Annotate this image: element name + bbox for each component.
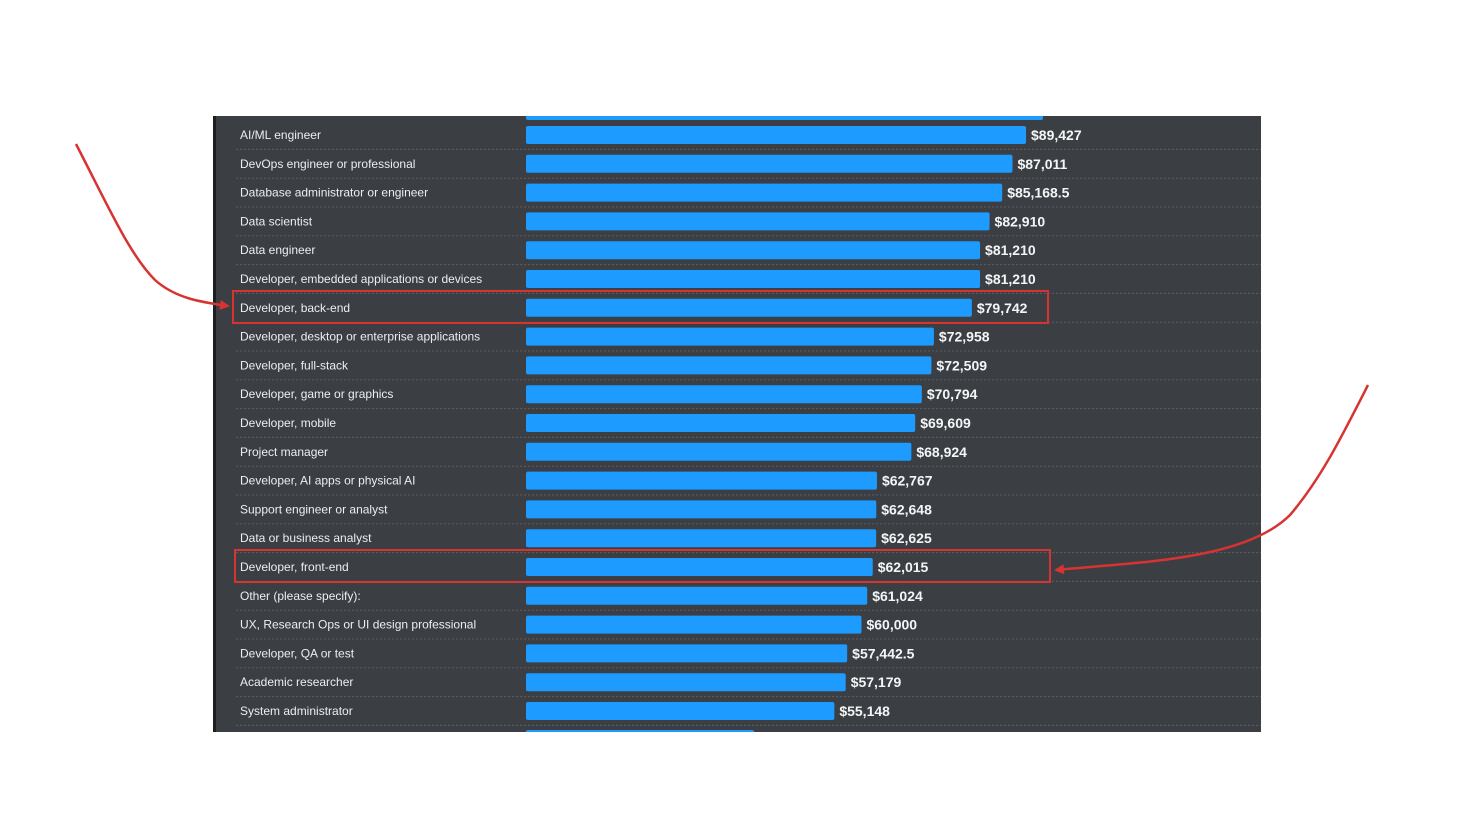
category-label: Data engineer — [240, 243, 315, 257]
value-label: $62,767 — [882, 473, 933, 489]
category-label: Developer, mobile — [240, 416, 336, 430]
bar — [526, 327, 934, 346]
value-label: $81,210 — [985, 271, 1036, 287]
value-label: $81,210 — [985, 242, 1036, 258]
arrow-left-annotation — [74, 143, 230, 310]
bar-cropped-top — [526, 116, 1043, 120]
value-label: $72,509 — [936, 357, 987, 373]
category-label: Support engineer or analyst — [240, 502, 388, 516]
value-label: $62,015 — [878, 559, 929, 575]
value-label: $87,011 — [1017, 156, 1067, 172]
bar-cropped-bottom — [526, 730, 754, 732]
bar — [526, 558, 873, 576]
bar — [526, 154, 1013, 173]
bar-row: Data engineer $81,210 — [236, 241, 1261, 266]
category-label: AI/ML engineer — [240, 128, 321, 142]
bar-row: Developer, full-stack $72,509 — [236, 356, 1261, 381]
bar-row: Developer, mobile $69,609 — [236, 414, 1261, 438]
category-label: Project manager — [240, 445, 328, 459]
bar-row: System administrator $55,148 — [236, 702, 1261, 726]
bar-row: Developer, desktop or enterprise applica… — [236, 327, 1261, 352]
category-label: Developer, QA or test — [240, 646, 355, 660]
value-label: $62,648 — [881, 501, 932, 517]
bar-row: Academic researcher $57,179 — [236, 673, 1261, 698]
value-label: $55,148 — [839, 703, 890, 719]
bar — [526, 212, 990, 231]
bar-row: Data or business analyst $62,625 — [236, 529, 1261, 554]
category-label: Developer, AI apps or physical AI — [240, 474, 415, 488]
value-label: $57,179 — [851, 674, 902, 690]
bar-row: Other (please specify): $61,024 — [236, 586, 1261, 611]
category-label: Data or business analyst — [240, 531, 372, 545]
bar-row: AI/ML engineer $89,427 — [236, 126, 1261, 150]
bar-row: Developer, AI apps or physical AI $62,767 — [236, 471, 1261, 496]
bar — [526, 586, 868, 605]
value-label: $60,000 — [866, 617, 917, 633]
bar — [526, 298, 972, 317]
bar — [526, 183, 1003, 202]
category-label: Academic researcher — [240, 675, 353, 689]
bar — [526, 673, 846, 692]
bar — [526, 385, 922, 404]
category-label: System administrator — [240, 704, 353, 718]
bar-row: Project manager $68,924 — [236, 442, 1261, 467]
chart-canvas: AI/ML engineer $89,427 DevOps engineer or … — [236, 116, 1261, 732]
value-label: $68,924 — [916, 444, 967, 460]
value-label: $89,427 — [1031, 127, 1082, 143]
value-label: $70,794 — [927, 386, 978, 402]
value-label: $62,625 — [881, 530, 932, 546]
bar — [526, 702, 835, 720]
bar — [526, 270, 981, 288]
category-label: Developer, front-end — [240, 560, 349, 574]
bar-row: Developer, embedded applications or devi… — [236, 270, 1261, 294]
bar — [526, 529, 877, 548]
category-label: Developer, desktop or enterprise applica… — [240, 330, 480, 344]
value-label: $57,442.5 — [852, 645, 914, 661]
category-label: DevOps engineer or professional — [240, 157, 415, 171]
value-label: $61,024 — [872, 588, 923, 604]
bar — [526, 615, 862, 634]
bar-row: Developer, front-end $62,015 — [236, 558, 1261, 582]
bar — [526, 414, 916, 432]
category-label: Other (please specify): — [240, 589, 361, 603]
category-label: Developer, back-end — [240, 301, 350, 315]
bar — [526, 644, 848, 663]
category-label: Data scientist — [240, 214, 313, 228]
value-label: $69,609 — [920, 415, 971, 431]
bar-row: UX, Research Ops or UI design profession… — [236, 615, 1261, 640]
bar-row: Developer, game or graphics $70,794 — [236, 385, 1261, 410]
bar-row: DevOps engineer or professional $87,011 — [236, 154, 1261, 179]
bar — [526, 471, 877, 490]
bar-row: Support engineer or analyst $62,648 — [236, 500, 1261, 525]
category-label: UX, Research Ops or UI design profession… — [240, 618, 476, 632]
bar — [526, 126, 1026, 144]
bar — [526, 500, 877, 519]
value-label: $82,910 — [995, 213, 1046, 229]
bar-row: Data scientist $82,910 — [236, 212, 1261, 237]
category-label: Database administrator or engineer — [240, 186, 428, 200]
bar — [526, 241, 981, 260]
bar-row: Developer, back-end $79,742 — [236, 298, 1261, 323]
bar — [526, 442, 912, 461]
category-label: Developer, embedded applications or devi… — [240, 272, 482, 286]
value-label: $72,958 — [939, 329, 990, 345]
category-label: Developer, full-stack — [240, 358, 349, 372]
value-label: $85,168.5 — [1007, 185, 1069, 201]
value-label: $79,742 — [977, 300, 1028, 316]
bar-row: Database administrator or engineer $85,16… — [236, 183, 1261, 208]
bar — [526, 356, 932, 375]
bar-row: Developer, QA or test $57,442.5 — [236, 644, 1261, 669]
salary-bar-chart: AI/ML engineer $89,427 DevOps engineer or … — [213, 116, 1261, 732]
category-label: Developer, game or graphics — [240, 387, 393, 401]
